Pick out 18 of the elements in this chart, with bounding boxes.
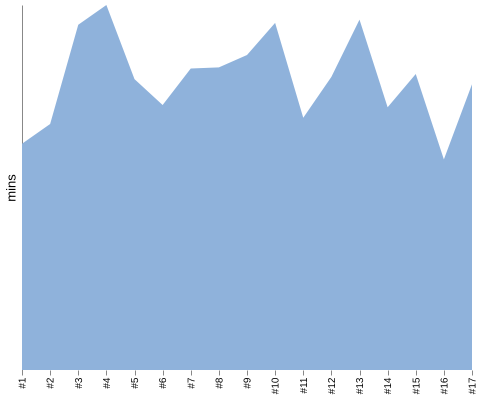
x-tick-label: #11 [298,377,310,394]
x-tick-label: #10 [270,377,282,394]
x-tick-label: #17 [468,377,478,394]
y-axis-title: mins [4,174,18,202]
x-tick-label: #6 [158,377,170,389]
x-tick-label: #12 [326,377,338,394]
x-tick-label: #5 [130,377,141,389]
x-tick-label: #7 [186,377,198,389]
x-tick-label: #14 [383,377,394,394]
x-tick-label: #4 [102,377,113,389]
x-tick-label: #1 [18,377,28,389]
x-tick-label: #3 [74,377,85,389]
x-tick-label: #8 [214,377,226,389]
x-tick-label: #2 [46,377,57,389]
x-tick-label: #13 [355,377,366,394]
x-tick-label: #15 [411,377,422,394]
x-tick-label: #16 [439,377,450,394]
x-tick-label: #9 [242,377,254,389]
